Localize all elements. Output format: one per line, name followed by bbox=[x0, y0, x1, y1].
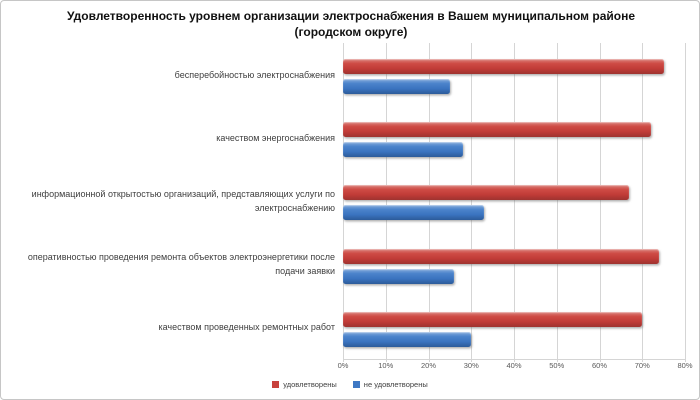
x-tick-label: 60% bbox=[591, 361, 607, 370]
x-tick-label: 70% bbox=[634, 361, 650, 370]
gridline bbox=[642, 43, 644, 362]
bar-not-satisfied bbox=[343, 142, 463, 158]
gridline bbox=[428, 43, 430, 362]
legend-label: не удовлетворены bbox=[363, 380, 428, 389]
category-label: бесперебойностью электроснабжения bbox=[174, 69, 335, 80]
gridline bbox=[385, 43, 387, 362]
category-labels: бесперебойностью электроснабжения качеств… bbox=[1, 43, 339, 359]
bar-not-satisfied bbox=[343, 331, 472, 347]
gridline bbox=[685, 43, 686, 362]
category-label: информационной открытостью организаций, … bbox=[31, 188, 335, 213]
legend-item: удовлетворены bbox=[272, 380, 337, 389]
gridline bbox=[599, 43, 601, 362]
x-tick-label: 20% bbox=[420, 361, 436, 370]
category-label: качеством энергоснабжения bbox=[216, 132, 335, 143]
bar-satisfied bbox=[343, 185, 630, 201]
bar-not-satisfied bbox=[343, 205, 485, 221]
plot-area bbox=[343, 43, 686, 362]
bar-satisfied bbox=[343, 248, 660, 264]
bar-not-satisfied bbox=[343, 268, 455, 284]
x-tick-label: 30% bbox=[463, 361, 479, 370]
gridline bbox=[514, 43, 515, 362]
gridline bbox=[471, 43, 473, 362]
bar-not-satisfied bbox=[343, 79, 450, 94]
x-axis-ticks: 0% 10% 20% 30% 40% 50% 60% 70% 80% bbox=[1, 361, 699, 373]
legend-swatch bbox=[272, 381, 280, 388]
bar-satisfied bbox=[343, 311, 643, 327]
gridline bbox=[556, 43, 558, 362]
chart-title: Удовлетворенность уровнем организации эл… bbox=[66, 9, 636, 39]
legend-swatch bbox=[352, 381, 360, 388]
x-tick-label: 40% bbox=[506, 361, 522, 370]
legend-label: удовлетворены bbox=[283, 380, 337, 389]
category-label: оперативностью проведения ремонта объект… bbox=[27, 252, 335, 277]
gridline bbox=[343, 43, 344, 362]
legend: удовлетворены не удовлетворены bbox=[1, 380, 699, 389]
category-label: качеством проведенных ремонтных работ bbox=[158, 322, 335, 333]
x-tick-label: 50% bbox=[549, 361, 565, 370]
bar-satisfied bbox=[343, 59, 664, 74]
bar-satisfied bbox=[343, 122, 651, 138]
x-tick-label: 0% bbox=[337, 361, 349, 370]
legend-item: не удовлетворены bbox=[352, 380, 428, 389]
x-tick-label: 10% bbox=[378, 361, 394, 370]
x-tick-label: 80% bbox=[677, 361, 693, 370]
